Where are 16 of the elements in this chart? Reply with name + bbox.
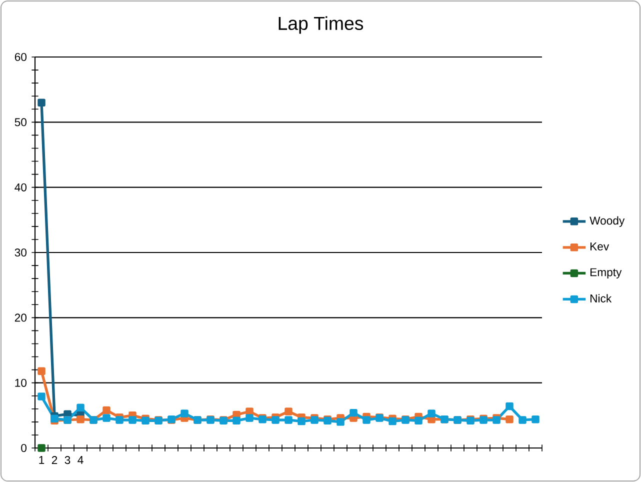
y-tick-label: 50 (14, 118, 27, 126)
x-tick-label: 4 (78, 456, 84, 464)
legend-label: Empty (590, 268, 622, 278)
chart-title: Lap Times (278, 16, 364, 34)
y-tick-label: 60 (14, 53, 27, 62)
legend-label: Woody (590, 216, 625, 227)
y-tick-label: 10 (15, 378, 27, 387)
y-tick-label: 40 (14, 183, 27, 192)
y-tick-label: 30 (14, 248, 27, 257)
x-tick-label: 1 (39, 456, 44, 464)
y-tick-label: 20 (14, 314, 27, 322)
x-tick-label: 2 (52, 456, 58, 464)
legend-label: Kev (590, 242, 610, 250)
y-tick-label: 0 (21, 444, 27, 452)
legend-label: Nick (590, 294, 612, 302)
x-tick-label: 3 (64, 456, 70, 464)
